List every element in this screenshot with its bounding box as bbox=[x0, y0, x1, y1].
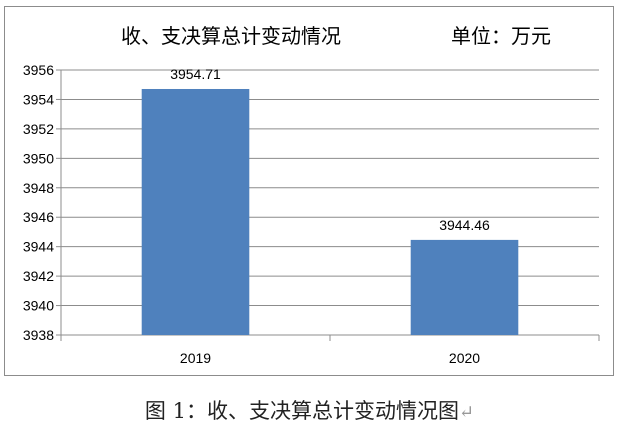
y-axis-ticks: 3938 3940 3942 3944 3946 3948 3950 3952 3954 3956 bbox=[23, 62, 54, 343]
chart-title: 收、支决算总计变动情况 bbox=[121, 24, 341, 48]
x-tick-label: 2019 bbox=[180, 350, 211, 366]
bar-chart: 收、支决算总计变动情况 单位：万元 3938394039423944394639… bbox=[23, 24, 600, 366]
y-tick-label: 3946 bbox=[23, 209, 54, 225]
bar bbox=[410, 239, 519, 335]
bars bbox=[141, 88, 519, 335]
caption-text: 图 1：收、支决算总计变动情况图 bbox=[144, 399, 459, 423]
y-tick-label: 3942 bbox=[23, 268, 54, 284]
chart-frame: 收、支决算总计变动情况 单位：万元 3938 3940 3942 3944 3946 39… bbox=[4, 6, 614, 376]
y-tick-label: 3948 bbox=[23, 180, 54, 196]
y-tick-label: 3938 bbox=[23, 327, 54, 343]
y-tick-label: 3954 bbox=[23, 91, 54, 107]
x-tick-label: 2020 bbox=[449, 350, 480, 366]
y-tick-label: 3950 bbox=[23, 150, 54, 166]
data-label: 3944.46 bbox=[439, 217, 490, 233]
y-tick-label: 3940 bbox=[23, 298, 54, 314]
bar bbox=[141, 88, 250, 335]
unit-label: 单位：万元 bbox=[451, 24, 551, 48]
y-tick-label: 3952 bbox=[23, 121, 54, 137]
figure-caption: 图 1：收、支决算总计变动情况图↵ bbox=[0, 395, 619, 425]
return-mark: ↵ bbox=[458, 402, 475, 423]
x-axis-ticks: 2019 2020 bbox=[180, 350, 480, 366]
data-label: 3954.71 bbox=[170, 66, 221, 82]
data-labels: 3954.71 3944.46 bbox=[170, 66, 490, 233]
y-tick-label: 3944 bbox=[23, 239, 54, 255]
y-tick-label: 3956 bbox=[23, 62, 54, 78]
